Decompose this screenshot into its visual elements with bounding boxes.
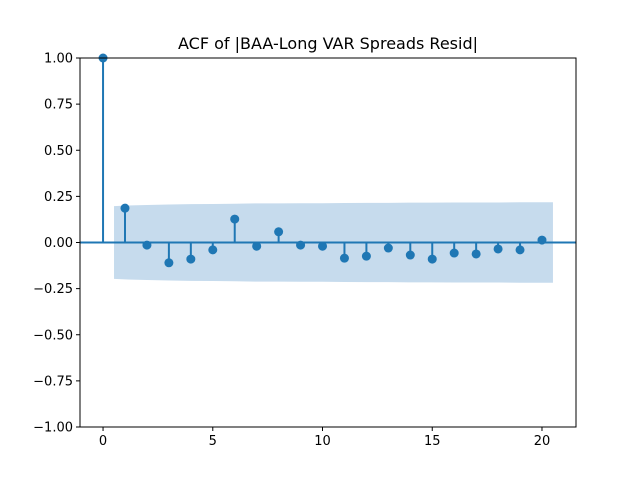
acf-point-lag-13 (383, 243, 393, 253)
y-tick-label: −0.25 (33, 282, 73, 297)
acf-point-lag-20 (537, 235, 547, 245)
y-tick-label: 0.50 (44, 144, 73, 159)
acf-point-lag-12 (361, 251, 371, 261)
y-axis: −1.00 −0.75 −0.50 −0.25 0.00 0.25 0.50 0.75 1.00 (33, 52, 80, 436)
acf-point-lag-3 (164, 258, 174, 268)
acf-point-lag-19 (515, 245, 525, 255)
x-axis: 0 5 10 15 20 (99, 427, 550, 449)
chart-title: ACF of |BAA-Long VAR Spreads Resid| (178, 34, 478, 53)
x-tick-label: 20 (534, 434, 551, 449)
acf-point-lag-18 (493, 244, 503, 254)
acf-point-lag-11 (339, 253, 349, 263)
x-tick-label: 10 (314, 434, 331, 449)
y-tick-label: 0.75 (44, 98, 73, 113)
acf-point-lag-14 (405, 250, 415, 260)
acf-point-lag-1 (120, 203, 130, 213)
y-tick-label: −1.00 (33, 421, 73, 436)
acf-point-lag-17 (471, 249, 481, 259)
x-tick-label: 0 (99, 434, 107, 449)
y-tick-label: 0.25 (44, 190, 73, 205)
y-tick-label: −0.75 (33, 374, 73, 389)
acf-point-lag-10 (318, 241, 328, 251)
y-tick-label: 0.00 (44, 236, 73, 251)
acf-point-lag-9 (296, 240, 306, 250)
acf-point-lag-15 (427, 254, 437, 264)
acf-point-lag-8 (274, 227, 284, 237)
acf-point-lag-16 (449, 248, 459, 258)
acf-point-lag-7 (252, 241, 262, 251)
acf-point-lag-5 (208, 245, 218, 255)
acf-point-lag-2 (142, 240, 152, 250)
acf-stems (80, 53, 576, 268)
y-tick-label: 1.00 (44, 52, 73, 67)
acf-point-lag-6 (230, 214, 240, 224)
x-tick-label: 15 (424, 434, 441, 449)
x-tick-label: 5 (209, 434, 217, 449)
acf-point-lag-4 (186, 254, 196, 264)
y-tick-label: −0.50 (33, 328, 73, 343)
